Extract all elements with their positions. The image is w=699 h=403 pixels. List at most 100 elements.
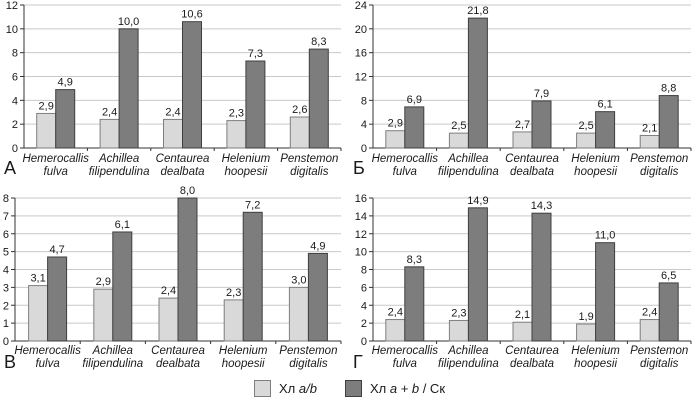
- y-tick-label: 16: [355, 48, 367, 60]
- category-label-line2: hoopesii: [574, 166, 617, 178]
- y-tick-label: 16: [355, 193, 367, 205]
- category-label-line2: fulva: [35, 358, 59, 370]
- bar-light: [99, 118, 120, 149]
- chart-panel-b: 0 4 8 12 16 20 24 2,9 6,9 Hemerocallis fulva 2,5 21,…: [349, 0, 699, 195]
- bar-light: [639, 319, 660, 342]
- bar-light: [448, 132, 469, 149]
- bar-dark: [182, 21, 202, 149]
- bar-light: [28, 285, 49, 342]
- y-tick-label: 6: [361, 282, 367, 294]
- category-label-line2: fulva: [393, 166, 417, 178]
- y-tick-label: 24: [355, 0, 367, 12]
- category-label-line2: dealbata: [156, 358, 200, 370]
- y-tick-label: 12: [6, 0, 18, 12]
- category-label-line1: Centaurea: [505, 153, 559, 165]
- legend-label-italic: a/b: [298, 380, 317, 396]
- bar-dark: [177, 197, 198, 342]
- category-label-line1: Penstemon: [630, 345, 688, 357]
- y-tick-label: 8: [361, 265, 367, 277]
- chart-panel-v: 0 1 2 3 4 5 6 7 8 3,1 4,7 Hemerocallis fulva 2,9 6,1 Ac…: [0, 185, 349, 372]
- figure-grid: 0 2 4 6 8 10 12 2,9 4,9 Hemerocallis fulva 2,4 10,0 A…: [0, 0, 699, 372]
- y-tick-label: 12: [355, 229, 367, 241]
- bar-dark: [245, 60, 266, 149]
- category-label-line1: Helenium: [571, 153, 620, 165]
- y-tick-label: 20: [355, 24, 367, 36]
- bar-light: [512, 131, 533, 149]
- bar-value-label: 3,0: [291, 274, 306, 286]
- bar-light: [163, 118, 183, 149]
- category-label-line2: filipendulina: [82, 358, 143, 370]
- bar-light: [93, 288, 114, 342]
- legend-swatch-dark: [344, 379, 362, 397]
- bar-value-label: 8,3: [407, 254, 422, 266]
- bar-dark: [467, 207, 488, 342]
- bar-value-label: 2,1: [642, 122, 657, 134]
- bar-value-label: 10,6: [181, 9, 202, 21]
- bar-dark: [467, 17, 488, 149]
- bar-light: [512, 321, 533, 342]
- bar-dark: [47, 256, 68, 342]
- category-label-line2: digitalis: [640, 358, 679, 370]
- category-label-line1: Penstemon: [279, 345, 337, 357]
- bar-value-label: 2,3: [229, 108, 244, 120]
- panel-letter: А: [4, 158, 16, 178]
- bar-value-label: 6,9: [407, 94, 422, 106]
- bar-light: [289, 116, 310, 149]
- category-label-line1: Hemerocallis: [372, 153, 439, 165]
- bar-value-label: 7,3: [248, 48, 263, 60]
- y-tick-label: 4: [12, 95, 18, 107]
- legend-label-prefix: Хл: [278, 380, 299, 396]
- legend-label-suffix: / Ск: [419, 380, 446, 396]
- category-label-line2: fulva: [44, 166, 68, 178]
- bar-light: [576, 323, 597, 342]
- bar-value-label: 2,4: [642, 307, 657, 319]
- bar-dark: [658, 95, 679, 149]
- y-tick-label: 4: [361, 300, 367, 312]
- chart-panel-g: 0 2 4 6 8 10 12 14 16 2,4 8,3 Hemerocallis fulva 2,3 1…: [349, 193, 699, 372]
- bar-dark: [658, 282, 679, 342]
- panel-letter: В: [4, 352, 16, 372]
- bar-value-label: 2,9: [388, 118, 403, 130]
- bar-value-label: 2,4: [161, 285, 176, 297]
- bar-dark: [404, 266, 425, 342]
- y-tick-label: 0: [361, 336, 367, 348]
- bar-light: [288, 286, 309, 342]
- bar-light: [385, 130, 406, 149]
- category-label-line1: Helenium: [222, 153, 271, 165]
- bar-value-label: 7,9: [534, 88, 549, 100]
- y-tick-label: 0: [12, 143, 18, 155]
- bar-value-label: 2,5: [578, 120, 593, 132]
- y-tick-label: 6: [3, 229, 9, 241]
- bar-value-label: 11,0: [595, 230, 616, 242]
- bar-value-label: 2,9: [96, 276, 111, 288]
- bar-dark: [118, 28, 139, 149]
- category-label-line2: dealbata: [510, 166, 554, 178]
- bar-light: [223, 299, 244, 342]
- y-tick-label: 10: [355, 247, 367, 259]
- category-label-line1: Hemerocallis: [22, 153, 89, 165]
- bar-light: [36, 112, 57, 149]
- bar-dark: [112, 231, 133, 342]
- bar-value-label: 2,4: [102, 106, 117, 118]
- bar-value-label: 2,7: [515, 119, 530, 131]
- category-label-line2: digitalis: [640, 166, 679, 178]
- category-label-line1: Achillea: [98, 153, 139, 165]
- category-label-line1: Achillea: [447, 345, 488, 357]
- y-tick-label: 14: [355, 211, 367, 223]
- y-tick-label: 7: [3, 211, 9, 223]
- bar-value-label: 1,9: [578, 311, 593, 323]
- y-tick-label: 8: [12, 48, 18, 60]
- legend: Хл a/b Хл a + b / Ск: [0, 371, 699, 403]
- legend-item-chl-ab-ck: Хл a + b / Ск: [344, 379, 446, 397]
- category-label-line1: Centaurea: [156, 153, 210, 165]
- category-label-line1: Helenium: [219, 345, 268, 357]
- y-tick-label: 3: [3, 282, 9, 294]
- category-label-line1: Achillea: [447, 153, 488, 165]
- bar-value-label: 10,0: [118, 16, 139, 28]
- bar-dark: [595, 242, 616, 342]
- panel-letter: Б: [353, 158, 365, 178]
- bar-light: [639, 134, 660, 149]
